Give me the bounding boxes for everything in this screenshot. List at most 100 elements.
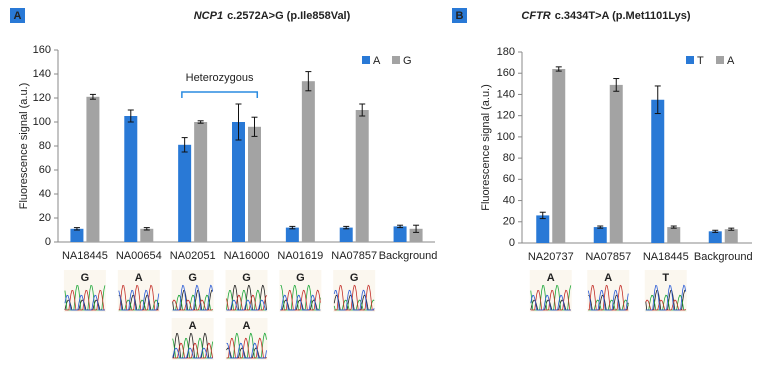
base-call: T xyxy=(662,272,669,284)
bar xyxy=(232,122,245,242)
panel-badge xyxy=(452,8,467,23)
y-tick-label: 140 xyxy=(497,88,515,100)
base-call: A xyxy=(547,272,555,284)
trace-line xyxy=(64,294,105,311)
base-call: G xyxy=(350,272,359,284)
base-call: A xyxy=(135,272,143,284)
bar xyxy=(409,228,423,242)
bar xyxy=(70,228,84,242)
trace-line xyxy=(530,294,571,311)
x-tick-label: NA07857 xyxy=(585,251,631,263)
annotation-bracket xyxy=(181,91,259,98)
chromatogram xyxy=(333,270,376,312)
legend-label: T xyxy=(697,55,704,67)
x-tick-label: NA02051 xyxy=(170,250,216,262)
bar xyxy=(667,227,681,243)
x-tick-label: NA16000 xyxy=(224,250,270,262)
trace-line xyxy=(226,294,267,311)
y-tick-label: 0 xyxy=(509,237,515,249)
chromatogram xyxy=(279,270,322,312)
y-tick-label: 80 xyxy=(39,140,51,152)
x-tick-label: NA18445 xyxy=(643,251,689,263)
trace-line xyxy=(587,289,629,311)
x-tick-label: NA20737 xyxy=(528,251,574,263)
legend-swatch xyxy=(686,56,694,64)
bar xyxy=(178,144,192,242)
trace-line xyxy=(226,342,267,359)
trace-line xyxy=(172,342,214,359)
trace-line xyxy=(530,289,571,311)
trace-line xyxy=(118,284,159,311)
legend-label: G xyxy=(403,55,412,67)
trace-line xyxy=(645,294,686,311)
chart-title: NCP1 c.2572A>G (p.Ile858Val) xyxy=(194,10,351,22)
y-tick-label: 60 xyxy=(39,164,51,176)
bar xyxy=(86,96,100,242)
legend-swatch xyxy=(362,56,370,64)
y-tick-label: 100 xyxy=(497,131,515,143)
base-call: G xyxy=(296,272,305,284)
y-tick-label: 180 xyxy=(497,46,515,58)
bar xyxy=(140,228,154,242)
base-call: G xyxy=(188,272,197,284)
x-tick-label: NA07857 xyxy=(331,250,377,262)
trace-line xyxy=(588,284,629,311)
legend-swatch xyxy=(392,56,400,64)
title-gene: NCP1 xyxy=(194,10,223,22)
title-text: c.2572A>G (p.Ile858Val) xyxy=(227,10,351,22)
bar xyxy=(194,122,208,242)
y-tick-label: 120 xyxy=(33,92,51,104)
trace-line xyxy=(172,347,213,359)
x-tick-label: Background xyxy=(379,250,438,262)
legend-label: A xyxy=(373,55,381,67)
x-tick-label: NA01619 xyxy=(277,250,323,262)
bar xyxy=(536,215,550,243)
trace-line xyxy=(530,299,571,311)
bar xyxy=(552,68,566,243)
bar xyxy=(285,227,299,242)
y-tick-label: 0 xyxy=(45,236,51,248)
x-tick-label: NA00654 xyxy=(116,250,162,262)
bar xyxy=(301,81,315,242)
bar xyxy=(339,227,353,242)
y-tick-label: 80 xyxy=(503,152,515,164)
bar xyxy=(651,99,665,243)
base-call: A xyxy=(189,320,197,332)
base-call: A xyxy=(604,272,612,284)
bar xyxy=(593,227,607,243)
legend-swatch xyxy=(716,56,724,64)
chart-title: CFTR c.3434T>A (p.Met1101Lys) xyxy=(521,10,691,22)
chromatogram xyxy=(644,270,687,312)
trace-line xyxy=(172,284,214,311)
trace-line xyxy=(280,294,321,311)
y-tick-label: 20 xyxy=(39,212,51,224)
trace-line xyxy=(226,299,267,311)
x-tick-label: NA18445 xyxy=(62,250,108,262)
trace-line xyxy=(334,284,375,311)
trace-line xyxy=(64,299,105,311)
panel-label: B xyxy=(456,10,464,22)
y-tick-label: 40 xyxy=(39,188,51,200)
y-tick-label: 120 xyxy=(497,110,515,122)
bar xyxy=(248,126,261,242)
trace-line xyxy=(118,289,160,311)
bar xyxy=(609,84,623,244)
panel-label: A xyxy=(14,10,22,22)
trace-line xyxy=(64,289,105,311)
y-axis-label: Fluorescence signal (a.u.) xyxy=(480,84,492,211)
base-call: G xyxy=(242,272,251,284)
title-gene: CFTR xyxy=(521,10,550,22)
chromatogram xyxy=(171,270,214,312)
bar xyxy=(393,226,407,242)
title-text: c.3434T>A (p.Met1101Lys) xyxy=(555,10,691,22)
y-tick-label: 100 xyxy=(33,116,51,128)
y-tick-label: 140 xyxy=(33,68,51,80)
y-axis-label: Fluorescence signal (a.u.) xyxy=(18,83,30,210)
y-tick-label: 160 xyxy=(497,67,515,79)
y-tick-label: 40 xyxy=(503,194,515,206)
bar xyxy=(355,110,369,242)
panel-badge xyxy=(10,8,25,23)
y-tick-label: 20 xyxy=(503,216,515,228)
trace-line xyxy=(172,332,213,359)
